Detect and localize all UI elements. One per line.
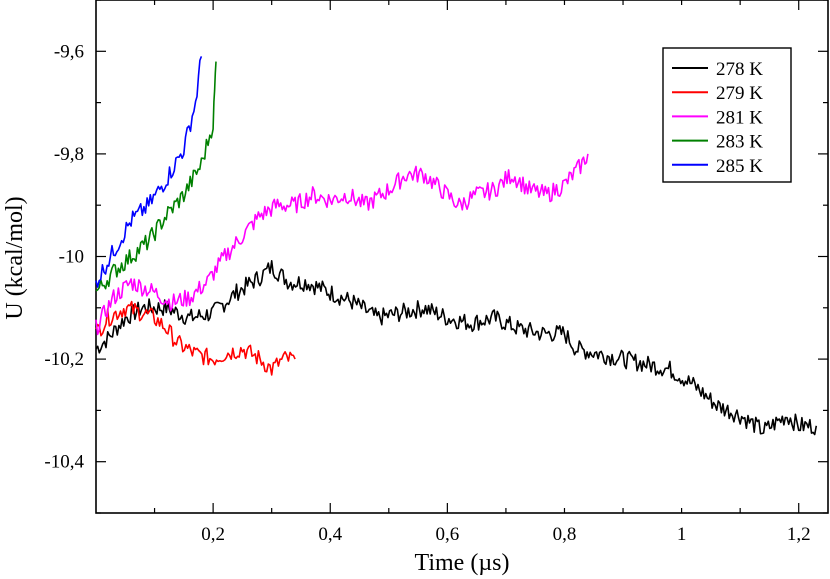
- series-line-283-K: [95, 61, 217, 292]
- legend-label: 278 K: [716, 59, 763, 80]
- series-line-281-K: [95, 153, 589, 336]
- legend-label: 285 K: [716, 156, 763, 177]
- legend-label: 279 K: [716, 83, 763, 104]
- legend: 278 K 279 K 281 K 283 K 285 K: [662, 47, 792, 183]
- y-tick-label: -10,2: [44, 349, 84, 370]
- x-tick-label: 0,4: [318, 524, 342, 545]
- series-layer: [95, 56, 818, 436]
- series-line-285-K: [95, 56, 203, 288]
- y-axis-title: U (kcal/mol): [2, 196, 28, 319]
- x-tick-label: 1,2: [787, 524, 811, 545]
- series-line-278-K: [95, 260, 818, 436]
- y-tick-label: -10: [59, 247, 84, 268]
- x-tick-label: 0,2: [201, 524, 225, 545]
- x-tick-label: 0,6: [435, 524, 459, 545]
- legend-box: [662, 47, 792, 183]
- y-tick-label: -10,4: [44, 452, 84, 473]
- axis-ticks: 0,2 0,4 0,6 0,8 1 1,2 -9,6 -9,8 -10 -10,2 -10,4: [44, 0, 828, 545]
- x-tick-label: 0,8: [553, 524, 577, 545]
- y-tick-label: -9,8: [54, 144, 84, 165]
- series-line-279-K: [95, 300, 296, 376]
- legend-label: 283 K: [716, 132, 763, 153]
- x-tick-label: 1: [677, 524, 687, 545]
- y-tick-label: -9,6: [54, 41, 84, 62]
- legend-label: 281 K: [716, 107, 763, 128]
- x-axis-title: Time (µs): [415, 550, 510, 576]
